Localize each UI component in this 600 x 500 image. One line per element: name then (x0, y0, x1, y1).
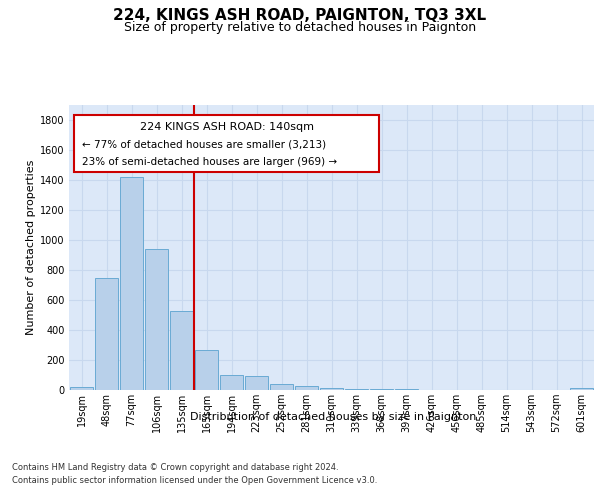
Text: Contains HM Land Registry data © Crown copyright and database right 2024.: Contains HM Land Registry data © Crown c… (12, 462, 338, 471)
FancyBboxPatch shape (74, 115, 379, 172)
Bar (245, 376, 268, 390)
Bar (570, 388, 593, 390)
Bar (170, 310, 193, 390)
Bar (120, 177, 143, 390)
Bar (195, 350, 218, 390)
Bar (270, 384, 293, 390)
Text: 23% of semi-detached houses are larger (969) →: 23% of semi-detached houses are larger (… (82, 157, 337, 167)
Text: Size of property relative to detached houses in Paignton: Size of property relative to detached ho… (124, 21, 476, 34)
Text: 224, KINGS ASH ROAD, PAIGNTON, TQ3 3XL: 224, KINGS ASH ROAD, PAIGNTON, TQ3 3XL (113, 8, 487, 22)
Text: Distribution of detached houses by size in Paignton: Distribution of detached houses by size … (190, 412, 476, 422)
Y-axis label: Number of detached properties: Number of detached properties (26, 160, 36, 335)
Bar (345, 388, 368, 390)
Bar (370, 389, 393, 390)
Text: Contains public sector information licensed under the Open Government Licence v3: Contains public sector information licen… (12, 476, 377, 485)
Bar (95, 278, 118, 390)
Bar (70, 386, 93, 390)
Text: 224 KINGS ASH ROAD: 140sqm: 224 KINGS ASH ROAD: 140sqm (139, 122, 314, 132)
Bar (220, 374, 243, 390)
Bar (145, 250, 168, 390)
Bar (295, 386, 318, 390)
Bar (395, 389, 418, 390)
Text: ← 77% of detached houses are smaller (3,213): ← 77% of detached houses are smaller (3,… (82, 139, 326, 149)
Bar (320, 388, 343, 390)
